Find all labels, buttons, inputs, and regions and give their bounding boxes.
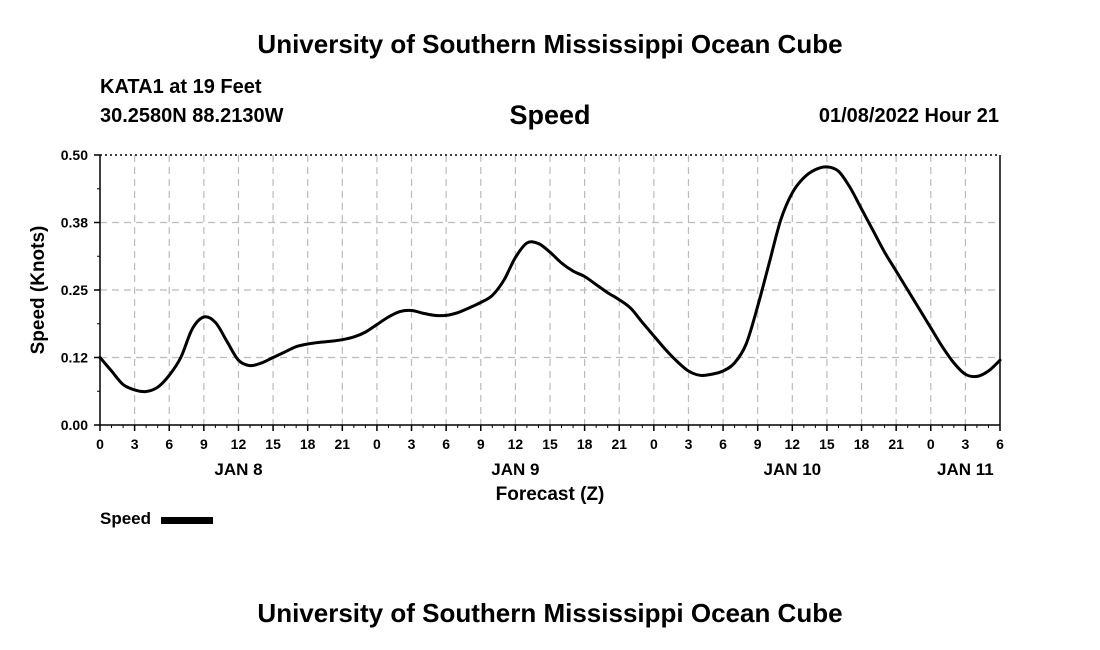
- x-tick-label: 18: [577, 436, 593, 452]
- x-tick-label: 21: [335, 436, 351, 452]
- y-tick-label: 0.12: [61, 350, 88, 366]
- x-tick-label: 3: [408, 436, 416, 452]
- legend-swatch: [161, 517, 213, 524]
- x-tick-label: 18: [300, 436, 316, 452]
- x-tick-label: 21: [888, 436, 904, 452]
- date-label: JAN 9: [491, 460, 539, 479]
- date-label: JAN 10: [763, 460, 821, 479]
- series-line-speed: [98, 165, 1002, 394]
- x-tick-label: 9: [200, 436, 208, 452]
- y-tick-label: 0.50: [61, 147, 88, 163]
- x-tick-label: 6: [442, 436, 450, 452]
- legend-label: Speed: [100, 509, 152, 528]
- x-tick-label: 3: [685, 436, 693, 452]
- y-axis-title: Speed (Knots): [28, 226, 49, 355]
- x-tick-label: 0: [373, 436, 381, 452]
- station-label: KATA1 at 19 Feet: [100, 76, 262, 98]
- x-tick-label: 9: [477, 436, 485, 452]
- y-tick-label: 0.25: [61, 282, 88, 298]
- x-tick-label: 18: [854, 436, 870, 452]
- x-tick-label: 15: [819, 436, 835, 452]
- x-tick-label: 0: [96, 436, 104, 452]
- x-tick-label: 21: [611, 436, 627, 452]
- x-tick-label: 6: [996, 436, 1004, 452]
- date-label: JAN 8: [214, 460, 262, 479]
- x-tick-label: 12: [508, 436, 524, 452]
- footer-title: University of Southern Mississippi Ocean…: [257, 598, 843, 628]
- x-tick-label: 15: [265, 436, 281, 452]
- timestamp-label: 01/08/2022 Hour 21: [818, 105, 999, 127]
- page-title: University of Southern Mississippi Ocean…: [257, 29, 843, 59]
- coordinates-label: 30.2580N 88.2130W: [100, 105, 284, 127]
- x-tick-label: 6: [165, 436, 173, 452]
- x-tick-label: 9: [754, 436, 762, 452]
- x-tick-label: 3: [961, 436, 969, 452]
- x-tick-label: 6: [719, 436, 727, 452]
- x-tick-label: 0: [927, 436, 935, 452]
- x-tick-label: 0: [650, 436, 658, 452]
- y-tick-label: 0.00: [61, 417, 88, 433]
- x-tick-label: 12: [231, 436, 247, 452]
- x-axis-title: Forecast (Z): [496, 484, 605, 505]
- chart-title: Speed: [509, 100, 591, 130]
- date-label: JAN 11: [937, 460, 994, 479]
- x-tick-label: 15: [542, 436, 558, 452]
- y-tick-label: 0.38: [61, 215, 88, 231]
- x-tick-label: 12: [785, 436, 801, 452]
- x-tick-label: 3: [131, 436, 139, 452]
